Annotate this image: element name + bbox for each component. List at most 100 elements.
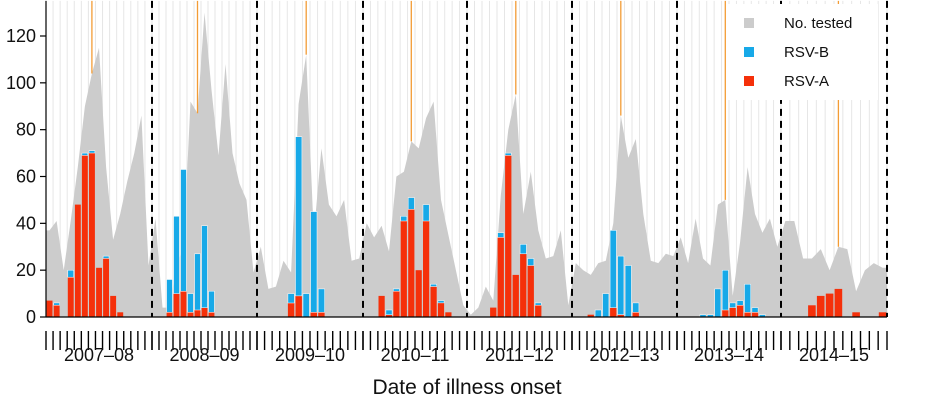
tested-area — [46, 12, 887, 317]
rsv-a-bar — [208, 312, 215, 317]
rsv-a-bar — [834, 288, 843, 317]
rsv-a-bar — [201, 307, 208, 317]
rsv-a-bar — [385, 314, 393, 317]
rsv-b-bar — [88, 150, 96, 154]
legend-label-rsv-b: RSV-B — [784, 44, 829, 61]
rsv-a-bar — [194, 310, 201, 317]
axes: 0 20 40 60 80 100 120 2007–08 2008–09 2009–10 2010… — [6, 0, 888, 365]
rsv-a-bar — [67, 277, 74, 317]
rsv-b-bar — [302, 293, 310, 318]
rsv-a-bar — [520, 253, 527, 317]
rsv-a-bar — [737, 305, 744, 317]
rsv-a-bar — [445, 312, 452, 317]
y-tick-label: 60 — [16, 167, 36, 187]
y-tick-label: 80 — [16, 120, 36, 140]
legend: No. tested RSV-B RSV-A — [728, 4, 878, 100]
rsv-a-bar — [187, 312, 194, 317]
legend-swatch-tested — [744, 18, 754, 28]
rsv-b-bar — [736, 300, 744, 306]
rsv-b-bar — [208, 290, 215, 313]
rsv-a-bar — [393, 291, 400, 317]
rsv-b-bar — [67, 269, 74, 278]
rsv-a-bar — [751, 312, 759, 317]
rsv-bars-layer — [46, 136, 887, 318]
rsv-b-bar — [173, 216, 180, 294]
legend-label-rsv-a: RSV-A — [784, 73, 829, 90]
rsv-a-bar — [110, 295, 117, 317]
rsv-a-bar — [744, 312, 751, 317]
legend-label-tested: No. tested — [784, 15, 852, 32]
rsv-b-bar — [632, 302, 640, 313]
rsv-a-bar — [378, 295, 385, 317]
rsv-b-bar — [295, 136, 303, 297]
rsv-b-bar — [407, 197, 415, 210]
rsv-b-bar — [519, 244, 527, 255]
rsv-a-bar — [729, 307, 736, 317]
y-tick-label: 40 — [16, 213, 36, 233]
rsv-b-bar — [721, 269, 729, 311]
legend-swatch-rsv-b — [744, 47, 754, 57]
rsv-a-bar — [825, 293, 834, 317]
season-label: 2007–08 — [64, 345, 134, 365]
rsv-a-bar — [173, 293, 180, 317]
y-tick-label: 120 — [6, 26, 36, 46]
rsv-a-bar — [610, 307, 617, 317]
rsv-b-bar — [400, 216, 408, 222]
rsv-a-bar — [295, 295, 302, 317]
season-label: 2011–12 — [485, 345, 554, 365]
rsv-a-bar — [423, 221, 430, 317]
rsv-b-bar — [430, 283, 437, 287]
rsv-a-bar — [180, 291, 187, 317]
rsv-b-bar — [504, 152, 512, 156]
rsv-a-bar — [287, 302, 295, 317]
rsv-a-bar — [318, 312, 325, 317]
y-tick-label: 100 — [6, 73, 36, 93]
rsv-b-bar — [744, 283, 751, 313]
season-label: 2008–09 — [169, 345, 239, 365]
tested-area-layer — [46, 12, 887, 317]
rsv-a-bar — [310, 312, 317, 317]
rsv-b-bar — [166, 279, 173, 313]
rsv-a-bar — [722, 310, 729, 317]
rsv-b-bar — [437, 300, 445, 304]
rsv-b-bar — [310, 211, 318, 313]
rsv-a-bar — [632, 312, 639, 317]
rsv-b-bar — [617, 255, 625, 315]
rsv-b-bar — [287, 293, 295, 304]
x-axis-title: Date of illness onset — [372, 376, 561, 399]
rsv-b-bar — [714, 288, 722, 318]
rsv-a-bar — [527, 265, 534, 317]
season-label: 2012–13 — [589, 345, 659, 365]
rsv-a-bar — [96, 267, 102, 317]
rsv-a-bar — [408, 209, 415, 317]
rsv-a-bar — [852, 312, 860, 317]
rsv-a-bar — [512, 274, 519, 318]
rsv-a-bar — [490, 307, 497, 317]
rsv-b-bar — [180, 169, 187, 292]
rsv-a-bar — [535, 305, 542, 317]
legend-swatch-rsv-a — [744, 76, 754, 86]
rsv-b-bar — [624, 265, 632, 318]
rsv-a-bar — [437, 302, 445, 317]
season-label: 2010–11 — [381, 345, 450, 365]
rsv-b-bar — [385, 309, 393, 315]
rsv-a-bar — [497, 237, 504, 317]
season-dividers — [151, 0, 888, 317]
y-tick-label: 0 — [26, 307, 36, 327]
rsv-a-bar — [89, 153, 95, 317]
rsv-a-bar — [505, 155, 512, 317]
rsv-b-bar — [53, 302, 60, 306]
rsv-b-bar — [527, 258, 535, 266]
rsv-b-bar — [497, 232, 505, 238]
rsv-a-bar — [53, 305, 60, 317]
rsv-a-bar — [74, 204, 81, 317]
rsv-b-bar — [594, 309, 602, 318]
rsv-a-bar — [46, 300, 53, 317]
rsv-a-bar — [878, 312, 887, 317]
rsv-a-bar — [587, 314, 594, 317]
rsv-b-bar — [317, 288, 325, 313]
season-label: 2014–15 — [799, 345, 869, 365]
rsv-a-bar — [166, 312, 173, 317]
rsv-b-bar — [102, 255, 110, 259]
